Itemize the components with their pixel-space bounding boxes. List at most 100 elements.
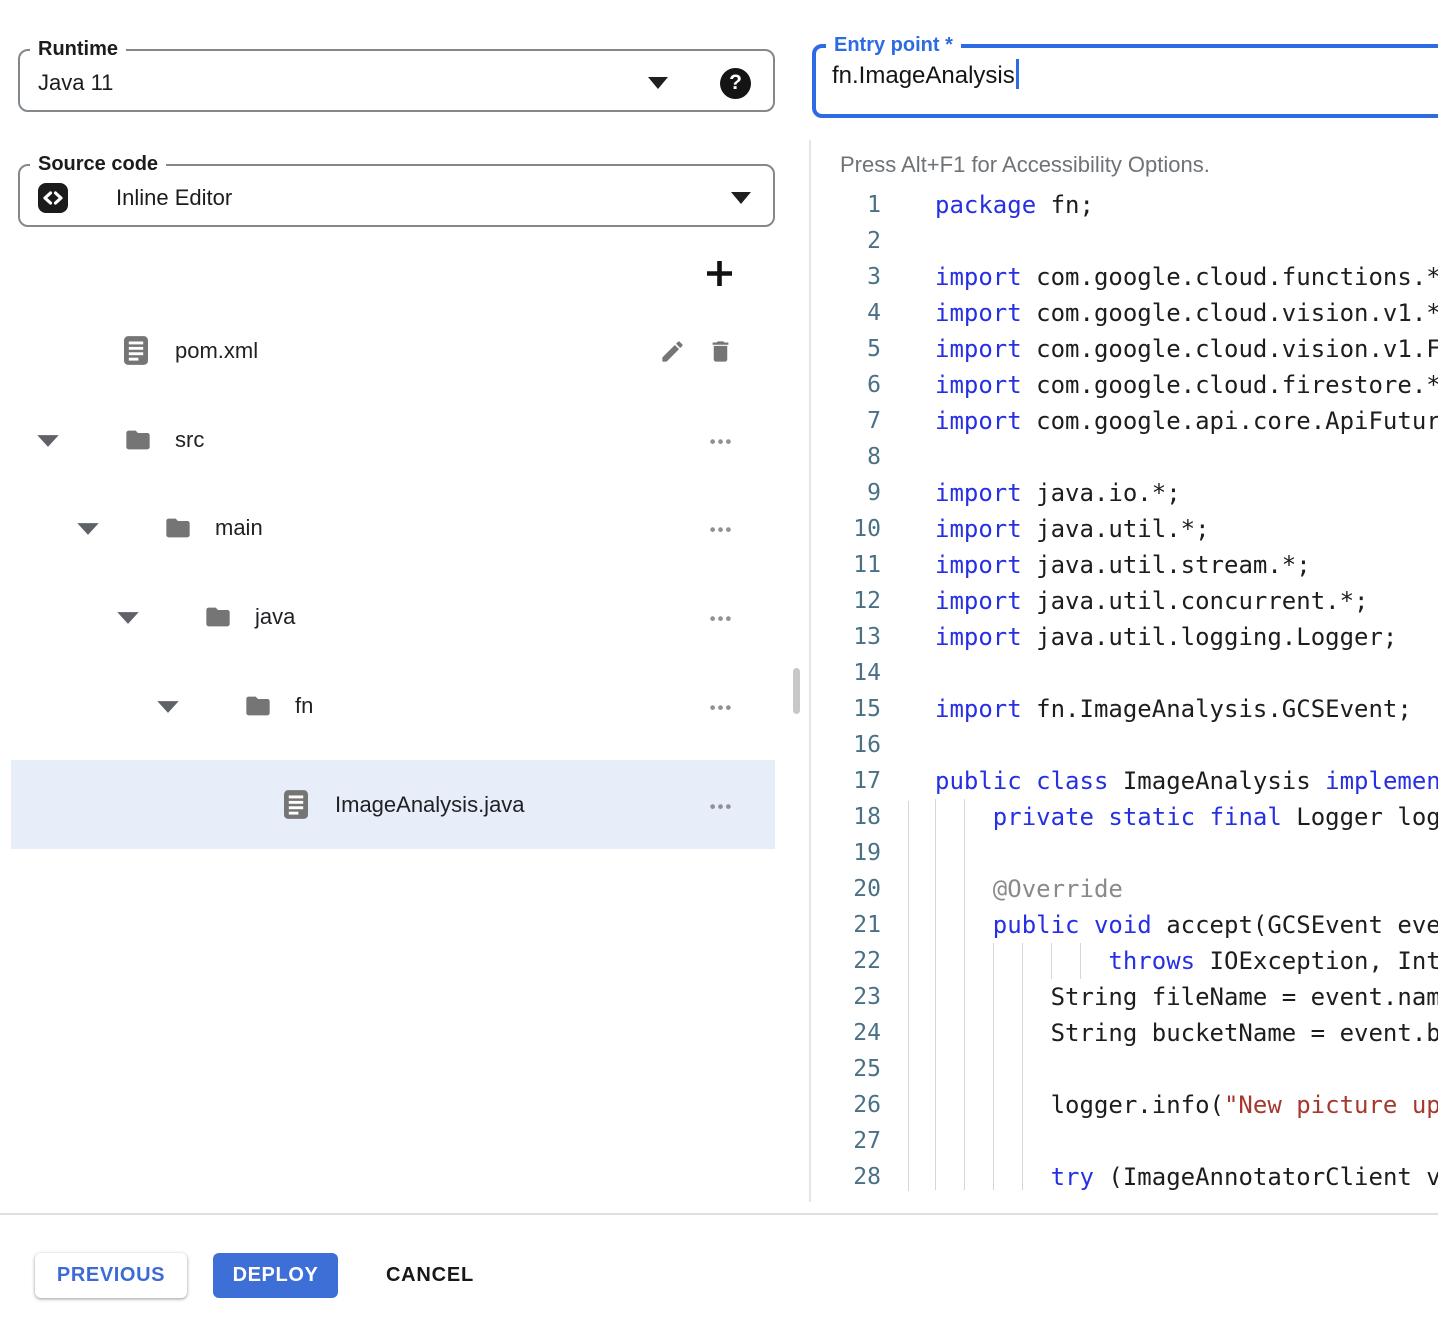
code-line-3[interactable]: 3 import com.google.cloud.functions.*: [812, 259, 1438, 295]
more-icon[interactable]: [707, 427, 734, 454]
tree-item-label: main: [215, 515, 263, 540]
more-icon[interactable]: [707, 515, 734, 542]
code-token: import: [935, 479, 1022, 507]
code-line-2[interactable]: 2: [812, 223, 1438, 259]
indent-guide: [963, 943, 965, 979]
more-icon[interactable]: [707, 693, 734, 720]
code-token: void: [1093, 911, 1152, 939]
runtime-select[interactable]: Runtime Java 11 ?: [18, 38, 775, 112]
code-editor[interactable]: 1 package fn; 2 3 import com.google.cloud.fu…: [812, 187, 1438, 1190]
code-line-24[interactable]: 24 String bucketName = event.b: [812, 1015, 1438, 1051]
tree-item-main[interactable]: main: [18, 508, 775, 548]
code-token: String fileName = event.nam: [1050, 983, 1438, 1011]
line-number: 21: [853, 912, 881, 938]
panel-divider: [809, 140, 811, 1202]
tree-item-src[interactable]: src: [18, 420, 775, 460]
caret-down-icon[interactable]: [115, 610, 141, 630]
code-line-6[interactable]: 6 import com.google.cloud.firestore.*: [812, 367, 1438, 403]
code-token: "New picture up: [1223, 1091, 1438, 1119]
code-line-18[interactable]: 18 private static final Logger log: [812, 799, 1438, 835]
line-number: 14: [853, 660, 881, 686]
indent-guide: [935, 835, 936, 871]
tree-scrollbar-thumb[interactable]: [793, 668, 800, 714]
more-icon[interactable]: [707, 604, 734, 631]
code-line-4[interactable]: 4 import com.google.cloud.vision.v1.*: [812, 295, 1438, 331]
code-line-21[interactable]: 21 public void accept(GCSEvent eve: [812, 907, 1438, 943]
tree-item-imageanalysis-java[interactable]: ImageAnalysis.java: [18, 785, 775, 825]
entry-point-input[interactable]: fn.ImageAnalysis: [816, 59, 1438, 90]
code-line-19[interactable]: 19: [812, 835, 1438, 871]
indent-guide: [935, 943, 936, 979]
delete-icon[interactable]: [707, 338, 734, 365]
code-line-25[interactable]: 25: [812, 1051, 1438, 1087]
code-token: private: [992, 803, 1094, 831]
tree-item-pom-xml[interactable]: pom.xml: [18, 331, 775, 371]
code-line-17[interactable]: 17 public class ImageAnalysis implemen: [812, 763, 1438, 799]
code-line-14[interactable]: 14: [812, 655, 1438, 691]
line-number: 17: [853, 768, 881, 794]
code-token: import: [935, 263, 1022, 291]
code-line-23[interactable]: 23 String fileName = event.nam: [812, 979, 1438, 1015]
tree-item-label: ImageAnalysis.java: [335, 792, 525, 817]
indent-guide: [1021, 1123, 1023, 1159]
code-line-13[interactable]: 13 import java.util.logging.Logger;: [812, 619, 1438, 655]
code-line-16[interactable]: 16: [812, 727, 1438, 763]
code-token: throws: [1108, 947, 1196, 975]
code-line-27[interactable]: 27: [812, 1123, 1438, 1159]
indent-guide: [935, 799, 936, 835]
cancel-button[interactable]: CANCEL: [381, 1253, 479, 1298]
help-icon[interactable]: ?: [720, 67, 751, 99]
entry-point-label: Entry point *: [834, 34, 953, 56]
deploy-button[interactable]: DEPLOY: [213, 1253, 338, 1298]
source-code-select[interactable]: Source code Inline Editor: [18, 153, 775, 227]
tree-item-java[interactable]: java: [18, 597, 775, 637]
code-line-20[interactable]: 20 @Override: [812, 871, 1438, 907]
chevron-down-icon[interactable]: [648, 77, 668, 89]
edit-icon[interactable]: [659, 338, 686, 365]
add-file-icon[interactable]: [704, 258, 735, 289]
code-token: accept(GCSEvent eve: [1151, 911, 1438, 939]
file-tree: pom.xml src main java fn ImageAnalysis.java: [0, 240, 790, 1200]
code-token: import: [935, 551, 1022, 579]
line-number: 6: [867, 372, 881, 398]
code-token: import: [935, 371, 1022, 399]
code-line-11[interactable]: 11 import java.util.stream.*;: [812, 547, 1438, 583]
code-line-12[interactable]: 12 import java.util.concurrent.*;: [812, 583, 1438, 619]
indent-guide: [935, 1123, 936, 1159]
code-line-26[interactable]: 26 logger.info("New picture up: [812, 1087, 1438, 1123]
indent-guide: [1021, 1159, 1023, 1190]
line-number: 1: [867, 192, 881, 218]
indent-guide: [963, 1015, 965, 1051]
code-line-28[interactable]: 28 try (ImageAnnotatorClient v: [812, 1159, 1438, 1190]
runtime-label: Runtime: [38, 38, 118, 60]
accessibility-hint: Press Alt+F1 for Accessibility Options.: [840, 152, 1210, 177]
line-number: 26: [853, 1092, 881, 1118]
caret-down-icon[interactable]: [155, 699, 181, 719]
code-token: com.google.cloud.vision.v1.F: [1021, 335, 1438, 363]
code-token: java.io.*;: [1021, 479, 1181, 507]
code-line-10[interactable]: 10 import java.util.*;: [812, 511, 1438, 547]
code-line-22[interactable]: 22 throws IOException, Int: [812, 943, 1438, 979]
indent-guide: [992, 1051, 994, 1087]
code-token: import: [935, 515, 1022, 543]
entry-point-field[interactable]: Entry point * fn.ImageAnalysis: [812, 34, 1438, 118]
caret-down-icon[interactable]: [75, 521, 101, 541]
code-line-8[interactable]: 8: [812, 439, 1438, 475]
code-line-9[interactable]: 9 import java.io.*;: [812, 475, 1438, 511]
line-number: 9: [867, 480, 881, 506]
indent-guide: [1021, 1051, 1023, 1087]
code-line-5[interactable]: 5 import com.google.cloud.vision.v1.F: [812, 331, 1438, 367]
caret-down-icon[interactable]: [35, 433, 61, 453]
more-icon[interactable]: [707, 792, 734, 819]
line-number: 25: [853, 1056, 881, 1082]
code-line-7[interactable]: 7 import com.google.api.core.ApiFutur: [812, 403, 1438, 439]
line-number: 11: [853, 552, 881, 578]
code-line-15[interactable]: 15 import fn.ImageAnalysis.GCSEvent;: [812, 691, 1438, 727]
code-token: try: [1050, 1163, 1094, 1190]
chevron-down-icon[interactable]: [731, 192, 751, 204]
code-line-1[interactable]: 1 package fn;: [812, 187, 1438, 223]
tree-item-fn[interactable]: fn: [18, 686, 775, 726]
previous-button[interactable]: PREVIOUS: [35, 1253, 187, 1298]
code-token: import: [935, 335, 1022, 363]
